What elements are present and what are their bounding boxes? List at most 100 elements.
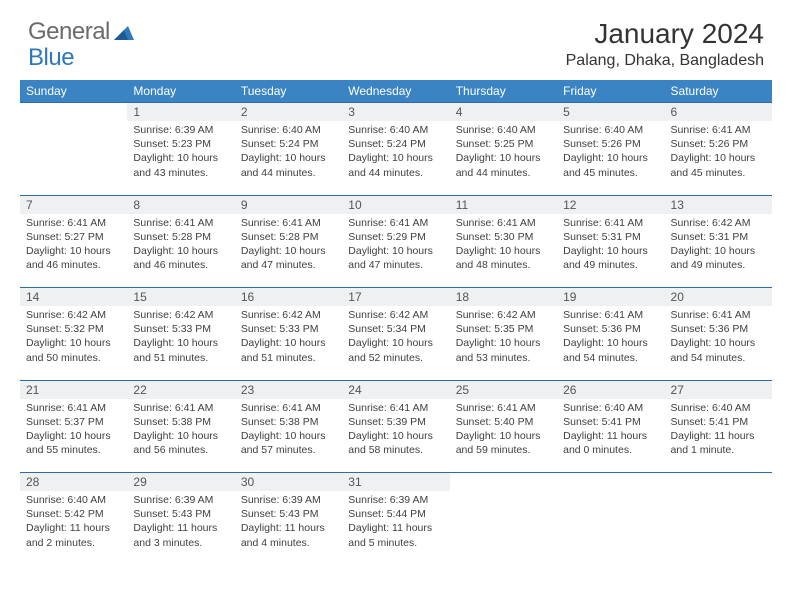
day-detail-cell: Sunrise: 6:41 AMSunset: 5:40 PMDaylight:… xyxy=(450,399,557,473)
day-number-cell: 31 xyxy=(342,473,449,492)
location: Palang, Dhaka, Bangladesh xyxy=(566,52,764,70)
day-detail-cell xyxy=(450,491,557,565)
day-detail-cell: Sunrise: 6:41 AMSunset: 5:36 PMDaylight:… xyxy=(557,306,664,380)
sunrise-line: Sunrise: 6:40 AM xyxy=(26,493,121,507)
day-detail-cell: Sunrise: 6:42 AMSunset: 5:35 PMDaylight:… xyxy=(450,306,557,380)
daylight-line: Daylight: 10 hours and 52 minutes. xyxy=(348,336,443,364)
weekday-header: Monday xyxy=(127,80,234,103)
sunset-line: Sunset: 5:24 PM xyxy=(348,137,443,151)
sunrise-line: Sunrise: 6:41 AM xyxy=(671,308,766,322)
day-number-row: 78910111213 xyxy=(20,195,772,214)
daylight-line: Daylight: 10 hours and 46 minutes. xyxy=(133,244,228,272)
calendar-header-row: SundayMondayTuesdayWednesdayThursdayFrid… xyxy=(20,80,772,103)
sunrise-line: Sunrise: 6:42 AM xyxy=(348,308,443,322)
day-detail-cell: Sunrise: 6:41 AMSunset: 5:38 PMDaylight:… xyxy=(127,399,234,473)
daylight-line: Daylight: 10 hours and 45 minutes. xyxy=(671,151,766,179)
sunrise-line: Sunrise: 6:39 AM xyxy=(241,493,336,507)
day-detail-row: Sunrise: 6:40 AMSunset: 5:42 PMDaylight:… xyxy=(20,491,772,565)
sunset-line: Sunset: 5:23 PM xyxy=(133,137,228,151)
sunrise-line: Sunrise: 6:41 AM xyxy=(348,401,443,415)
day-number-cell: 1 xyxy=(127,103,234,122)
day-number-cell: 28 xyxy=(20,473,127,492)
daylight-line: Daylight: 10 hours and 47 minutes. xyxy=(348,244,443,272)
day-number-cell xyxy=(20,103,127,122)
day-detail-cell: Sunrise: 6:41 AMSunset: 5:30 PMDaylight:… xyxy=(450,214,557,288)
day-number-cell: 17 xyxy=(342,288,449,307)
daylight-line: Daylight: 10 hours and 44 minutes. xyxy=(348,151,443,179)
daylight-line: Daylight: 10 hours and 54 minutes. xyxy=(671,336,766,364)
day-number-cell: 9 xyxy=(235,195,342,214)
sunrise-line: Sunrise: 6:41 AM xyxy=(563,308,658,322)
day-number-cell: 18 xyxy=(450,288,557,307)
logo-text-general: General xyxy=(28,18,110,46)
day-detail-cell: Sunrise: 6:40 AMSunset: 5:26 PMDaylight:… xyxy=(557,121,664,195)
day-detail-cell: Sunrise: 6:41 AMSunset: 5:28 PMDaylight:… xyxy=(127,214,234,288)
daylight-line: Daylight: 11 hours and 3 minutes. xyxy=(133,521,228,549)
sunset-line: Sunset: 5:27 PM xyxy=(26,230,121,244)
day-number-row: 14151617181920 xyxy=(20,288,772,307)
daylight-line: Daylight: 10 hours and 47 minutes. xyxy=(241,244,336,272)
sunset-line: Sunset: 5:24 PM xyxy=(241,137,336,151)
sunset-line: Sunset: 5:28 PM xyxy=(133,230,228,244)
sunrise-line: Sunrise: 6:40 AM xyxy=(348,123,443,137)
day-number-cell: 10 xyxy=(342,195,449,214)
day-detail-cell: Sunrise: 6:40 AMSunset: 5:24 PMDaylight:… xyxy=(342,121,449,195)
day-detail-row: Sunrise: 6:41 AM Sunset: 5:27 PM Daylight:… xyxy=(20,214,772,288)
day-number-cell: 20 xyxy=(665,288,772,307)
daylight-line: Daylight: 10 hours and 48 minutes. xyxy=(456,244,551,272)
day-number-cell xyxy=(665,473,772,492)
day-detail-cell: Sunrise: 6:40 AMSunset: 5:41 PMDaylight:… xyxy=(665,399,772,473)
day-detail-cell: Sunrise: 6:40 AMSunset: 5:24 PMDaylight:… xyxy=(235,121,342,195)
sunrise-line: Sunrise: 6:41 AM xyxy=(133,401,228,415)
sunset-line: Sunset: 5:44 PM xyxy=(348,507,443,521)
sunrise-line: Sunrise: 6:39 AM xyxy=(348,493,443,507)
logo-mark-icon xyxy=(114,24,134,40)
sunrise-line: Sunrise: 6:41 AM xyxy=(241,401,336,415)
daylight-line: Daylight: 11 hours and 5 minutes. xyxy=(348,521,443,549)
day-number-cell: 4 xyxy=(450,103,557,122)
day-detail-cell: Sunrise: 6:40 AMSunset: 5:41 PMDaylight:… xyxy=(557,399,664,473)
sunrise-line: Sunrise: 6:42 AM xyxy=(456,308,551,322)
calendar-body: 123456Sunrise: 6:39 AMSunset: 5:23 PMDay… xyxy=(20,103,772,566)
sunset-line: Sunset: 5:33 PM xyxy=(241,322,336,336)
sunrise-line: Sunrise: 6:41 AM xyxy=(133,216,228,230)
weekday-header: Sunday xyxy=(20,80,127,103)
daylight-line: Daylight: 10 hours and 54 minutes. xyxy=(563,336,658,364)
sunrise-line: Sunrise: 6:41 AM xyxy=(241,216,336,230)
day-detail-cell: Sunrise: 6:41 AMSunset: 5:28 PMDaylight:… xyxy=(235,214,342,288)
daylight-line: Daylight: 10 hours and 44 minutes. xyxy=(241,151,336,179)
daylight-line: Daylight: 10 hours and 59 minutes. xyxy=(456,429,551,457)
daylight-line: Daylight: 10 hours and 55 minutes. xyxy=(26,429,121,457)
day-detail-row: Sunrise: 6:42 AMSunset: 5:32 PMDaylight:… xyxy=(20,306,772,380)
daylight-line: Daylight: 10 hours and 50 minutes. xyxy=(26,336,121,364)
sunset-line: Sunset: 5:32 PM xyxy=(26,322,121,336)
day-detail-cell: Sunrise: 6:39 AMSunset: 5:44 PMDaylight:… xyxy=(342,491,449,565)
sunset-line: Sunset: 5:40 PM xyxy=(456,415,551,429)
day-number-cell: 24 xyxy=(342,380,449,399)
day-detail-row: Sunrise: 6:39 AMSunset: 5:23 PMDaylight:… xyxy=(20,121,772,195)
day-detail-cell: Sunrise: 6:41 AMSunset: 5:37 PMDaylight:… xyxy=(20,399,127,473)
day-number-cell: 26 xyxy=(557,380,664,399)
sunrise-line: Sunrise: 6:41 AM xyxy=(348,216,443,230)
daylight-line: Daylight: 10 hours and 53 minutes. xyxy=(456,336,551,364)
daylight-line: Daylight: 10 hours and 57 minutes. xyxy=(241,429,336,457)
sunset-line: Sunset: 5:34 PM xyxy=(348,322,443,336)
sunset-line: Sunset: 5:43 PM xyxy=(133,507,228,521)
sunrise-line: Sunrise: 6:41 AM xyxy=(456,401,551,415)
daylight-line: Daylight: 10 hours and 43 minutes. xyxy=(133,151,228,179)
daylight-line: Daylight: 11 hours and 2 minutes. xyxy=(26,521,121,549)
sunrise-line: Sunrise: 6:40 AM xyxy=(563,123,658,137)
sunset-line: Sunset: 5:28 PM xyxy=(241,230,336,244)
sunset-line: Sunset: 5:31 PM xyxy=(671,230,766,244)
daylight-line: Daylight: 10 hours and 51 minutes. xyxy=(133,336,228,364)
day-number-cell: 5 xyxy=(557,103,664,122)
sunrise-line: Sunrise: 6:40 AM xyxy=(671,401,766,415)
sunrise-line: Sunrise: 6:40 AM xyxy=(563,401,658,415)
day-number-cell: 22 xyxy=(127,380,234,399)
daylight-line: Daylight: 10 hours and 56 minutes. xyxy=(133,429,228,457)
sunset-line: Sunset: 5:42 PM xyxy=(26,507,121,521)
day-number-cell: 15 xyxy=(127,288,234,307)
day-detail-row: Sunrise: 6:41 AMSunset: 5:37 PMDaylight:… xyxy=(20,399,772,473)
logo-text-blue: Blue xyxy=(28,44,74,71)
logo-line2: Blue xyxy=(28,44,74,72)
